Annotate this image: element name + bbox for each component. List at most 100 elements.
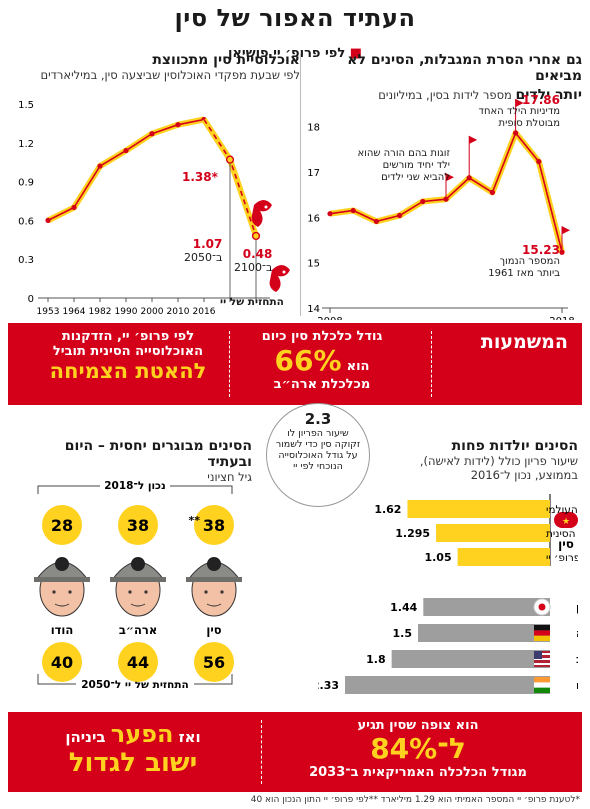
pop-2100-label: ב־2100 xyxy=(234,261,273,274)
median-now-value: 28 xyxy=(51,516,73,535)
country-name: יפן xyxy=(576,601,578,614)
population-axes: 0 0.3 0.6 0.9 1.2 1.5 1953 1964 1982 1990 2000 2010… xyxy=(18,100,270,317)
median-future-circle xyxy=(118,642,158,682)
births-panel: גם אחרי הסרת המגבלות, הסינים לא מביאים י… xyxy=(300,52,582,320)
dragon-illustration xyxy=(251,200,272,227)
pop-y-tick: 1.2 xyxy=(18,139,34,150)
forecast-band: הוא צופה שסין תגיע ל־84% מגודל הכלכלה הא… xyxy=(8,712,582,792)
pop-y-tick: 1.5 xyxy=(18,100,34,111)
median-now-circle xyxy=(118,505,158,545)
pop-point xyxy=(97,163,103,169)
country-fertility-bar xyxy=(418,624,550,642)
median-age-subtitle: גיל חציוני xyxy=(207,470,252,484)
births-mid-text-3: להביא שני ילדים xyxy=(381,172,450,183)
china-label: סין xyxy=(558,537,574,551)
median-future-value: 40 xyxy=(51,653,73,672)
forecast-right-line3: מגודל הכלכלה האמריקאית ב־2033 xyxy=(309,765,527,780)
china-fertility-value: 1.62 xyxy=(374,503,401,516)
country-fertility-bar xyxy=(423,598,550,616)
china-fertility-label: לפי הבנק העולמי xyxy=(546,504,578,516)
mouth-icon xyxy=(206,603,222,607)
now-label: נכון ל־2018 xyxy=(104,480,166,492)
germany-flag-icon xyxy=(534,625,550,631)
births-point xyxy=(420,198,426,205)
births-x-tick: 2008 xyxy=(317,316,342,320)
pop-point xyxy=(149,131,155,137)
births-y-tick: 15 xyxy=(307,259,320,270)
fertility-subtitle-2: בממוצע, נכון ל־2016 xyxy=(470,468,578,482)
country-fertility-value: 1.5 xyxy=(393,627,413,640)
meaning-box1-big: 66% xyxy=(274,344,342,377)
country-fertility-bar xyxy=(391,650,550,668)
cap-emblem-icon xyxy=(207,557,221,571)
forecast-right: הוא צופה שסין תגיע ל־84% מגודל הכלכלה הא… xyxy=(268,718,568,780)
births-point xyxy=(350,207,356,214)
eye-icon xyxy=(52,590,56,594)
pop-forecast-label: התחזית של יי xyxy=(220,296,284,308)
population-panel: אוכלוסיית סין מתכווצת לפי שבעת מפקדי האו… xyxy=(14,52,300,320)
china-fertility-value: 1.05 xyxy=(424,551,451,564)
cap-brim-icon xyxy=(186,577,242,582)
fertility-subtitle-1: שיעור פריון כולל (לידות לאישה), xyxy=(419,454,578,468)
meaning-box1-line3: מכלכלת ארה״ב xyxy=(273,377,371,392)
median-future-circle xyxy=(194,642,234,682)
forecast-left-big2: ישוב לגדול xyxy=(68,748,198,778)
meaning-band: המשמעות גודל כלכלת סין כיום הוא 66% מכלכ… xyxy=(8,323,582,405)
eye-icon xyxy=(204,590,208,594)
births-y-tick: 18 xyxy=(307,123,320,134)
pop-forecast-point xyxy=(251,231,261,241)
future-label: התחזית של יי ל־2050 xyxy=(81,679,188,691)
pop-2050-note: 1.07 ב־2050 xyxy=(184,238,222,265)
title-row: העתיד האפור של סין xyxy=(0,4,590,44)
pop-point xyxy=(45,217,51,223)
country-name: גרמניה xyxy=(576,627,578,640)
pop-line-halo xyxy=(46,116,205,224)
pop-x-tick: 2000 xyxy=(141,307,164,317)
births-flag xyxy=(562,226,570,235)
population-title: אוכלוסיית סין מתכווצת xyxy=(152,52,300,68)
births-low-text-2: ביותר מאז 1961 xyxy=(488,268,560,279)
median-now-mark: ** xyxy=(188,514,200,527)
replacement-rate-text: שיעור הפריון לו זקוקה סין כדי לשמור על ג… xyxy=(275,428,361,472)
pop-x-tick: 1990 xyxy=(115,307,138,317)
births-axes: 14 15 16 17 18 2008 2018 xyxy=(307,123,574,320)
median-now-circle xyxy=(194,505,234,545)
births-point xyxy=(466,175,472,181)
cap-brim-icon xyxy=(110,577,166,582)
pop-2100-block: 0.48 ב־2100 xyxy=(234,248,273,275)
usa-flag-canton xyxy=(534,651,542,659)
births-title-bold: יותר ילדים xyxy=(515,87,583,103)
india-flag-low xyxy=(534,687,550,693)
births-low-text-1: המספר הנמוך xyxy=(499,256,560,267)
china-fertility-value: 1.295 xyxy=(395,527,430,540)
meaning-box-aging: לפי פרופ׳ יי, הזדקנות האוכלוסייה הסינית … xyxy=(20,329,236,383)
replacement-rate-note: 2.3 שיעור הפריון לו זקוקה סין כדי לשמור … xyxy=(266,403,370,507)
births-y-tick: 16 xyxy=(307,213,320,224)
pop-x-tick: 1953 xyxy=(37,307,60,317)
births-mid-note: זוגות בהם הורה שהוא ילד יחיד מורשים להבי… xyxy=(336,148,450,184)
pop-x-tick: 2010 xyxy=(167,307,190,317)
births-mid-text-1: זוגות בהם הורה שהוא xyxy=(357,148,450,159)
germany-flag-low xyxy=(534,635,550,641)
births-peak-text-2: מבוטלת סופית xyxy=(498,118,560,129)
births-point xyxy=(513,130,519,136)
median-now-circle xyxy=(42,505,82,545)
median-country-name: ארה״ב xyxy=(119,623,157,637)
pop-x-tick: 1964 xyxy=(63,307,86,317)
now-label-bg xyxy=(100,477,170,493)
population-marks xyxy=(45,116,261,298)
forecast-left: ואז הפער ביניהן ישוב לגדול xyxy=(18,720,248,778)
fertility-chart: ★ סין לפי הבנק העולמי 1.62 לפי הלמ״ס הסינית 1… xyxy=(318,494,578,694)
population-chart: 0 0.3 0.6 0.9 1.2 1.5 1953 1964 1982 1990 2000 2010… xyxy=(18,100,290,317)
byline-separator: ■ xyxy=(349,46,363,61)
india-flag-mid xyxy=(534,682,550,688)
population-subtitle: לפי שבעת מפקדי האוכלוסין שביצעה סין, במי… xyxy=(40,68,300,82)
forecast-right-big: ל־84% xyxy=(370,732,466,765)
pop-y-tick: 0 xyxy=(28,294,34,305)
meaning-label: המשמעות xyxy=(480,331,568,353)
china-fertility-bar xyxy=(407,500,550,518)
china-flag-icon xyxy=(554,512,578,528)
forecast-left-pre: ואז xyxy=(178,728,201,746)
births-peak-note: 17.86 מדיניות הילד האחד מבוטלת סופית xyxy=(450,94,560,130)
